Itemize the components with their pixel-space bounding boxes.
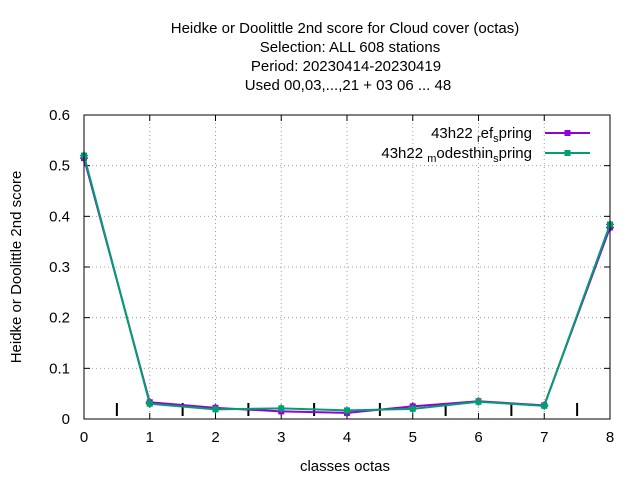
x-tick-label: 6 [474, 429, 482, 446]
legend-entry-2: 43h22 modesthinspring [381, 145, 590, 165]
title-line-4: Used 00,03,...,21 + 03 06 ... 48 [245, 77, 451, 94]
x-tick-label: 0 [80, 429, 88, 446]
chart-title: Heidke or Doolittle 2nd score for Cloud … [171, 20, 520, 94]
grid-lines [84, 115, 610, 419]
series-1 [80, 154, 614, 417]
x-tick-label: 3 [277, 429, 285, 446]
tick-labels: 0 0.1 0.2 0.3 0.4 0.5 0.6 0 1 2 3 4 5 6 7 8 [49, 107, 614, 446]
y-tick-label: 0.2 [49, 310, 70, 327]
legend-label: 43h22 refspring [431, 125, 532, 145]
y-tick-label: 0.5 [49, 158, 70, 175]
x-tick-label: 8 [606, 429, 614, 446]
legend-swatch-marker [564, 130, 571, 136]
data-series [80, 151, 614, 417]
x-tick-label: 5 [409, 429, 417, 446]
title-line-3: Period: 20230414-20230419 [251, 58, 441, 75]
legend-label: 43h22 modesthinspring [381, 145, 532, 165]
legend-entry-1: 43h22 refspring [431, 125, 590, 145]
x-axis-label: classes octas [300, 458, 390, 475]
legend-swatch-marker [564, 150, 571, 156]
title-line-1: Heidke or Doolittle 2nd score for Cloud … [171, 20, 520, 37]
series-2 [80, 151, 614, 415]
series-line [83, 157, 611, 414]
y-tick-label: 0.6 [49, 107, 70, 124]
plot-frame [83, 114, 611, 420]
title-line-2: Selection: ALL 608 stations [260, 39, 440, 56]
y-axis-label: Heidke or Doolittle 2nd score [8, 171, 25, 364]
series-line [83, 155, 611, 412]
x-tick-label: 7 [540, 429, 548, 446]
class-boundary-marks [115, 403, 579, 416]
y-tick-label: 0.1 [49, 360, 70, 377]
y-tick-label: 0 [62, 411, 70, 428]
y-tick-label: 0.4 [49, 208, 70, 225]
x-tick-label: 2 [211, 429, 219, 446]
x-tick-label: 4 [343, 429, 351, 446]
y-tick-label: 0.3 [49, 259, 70, 276]
x-tick-label: 1 [146, 429, 154, 446]
